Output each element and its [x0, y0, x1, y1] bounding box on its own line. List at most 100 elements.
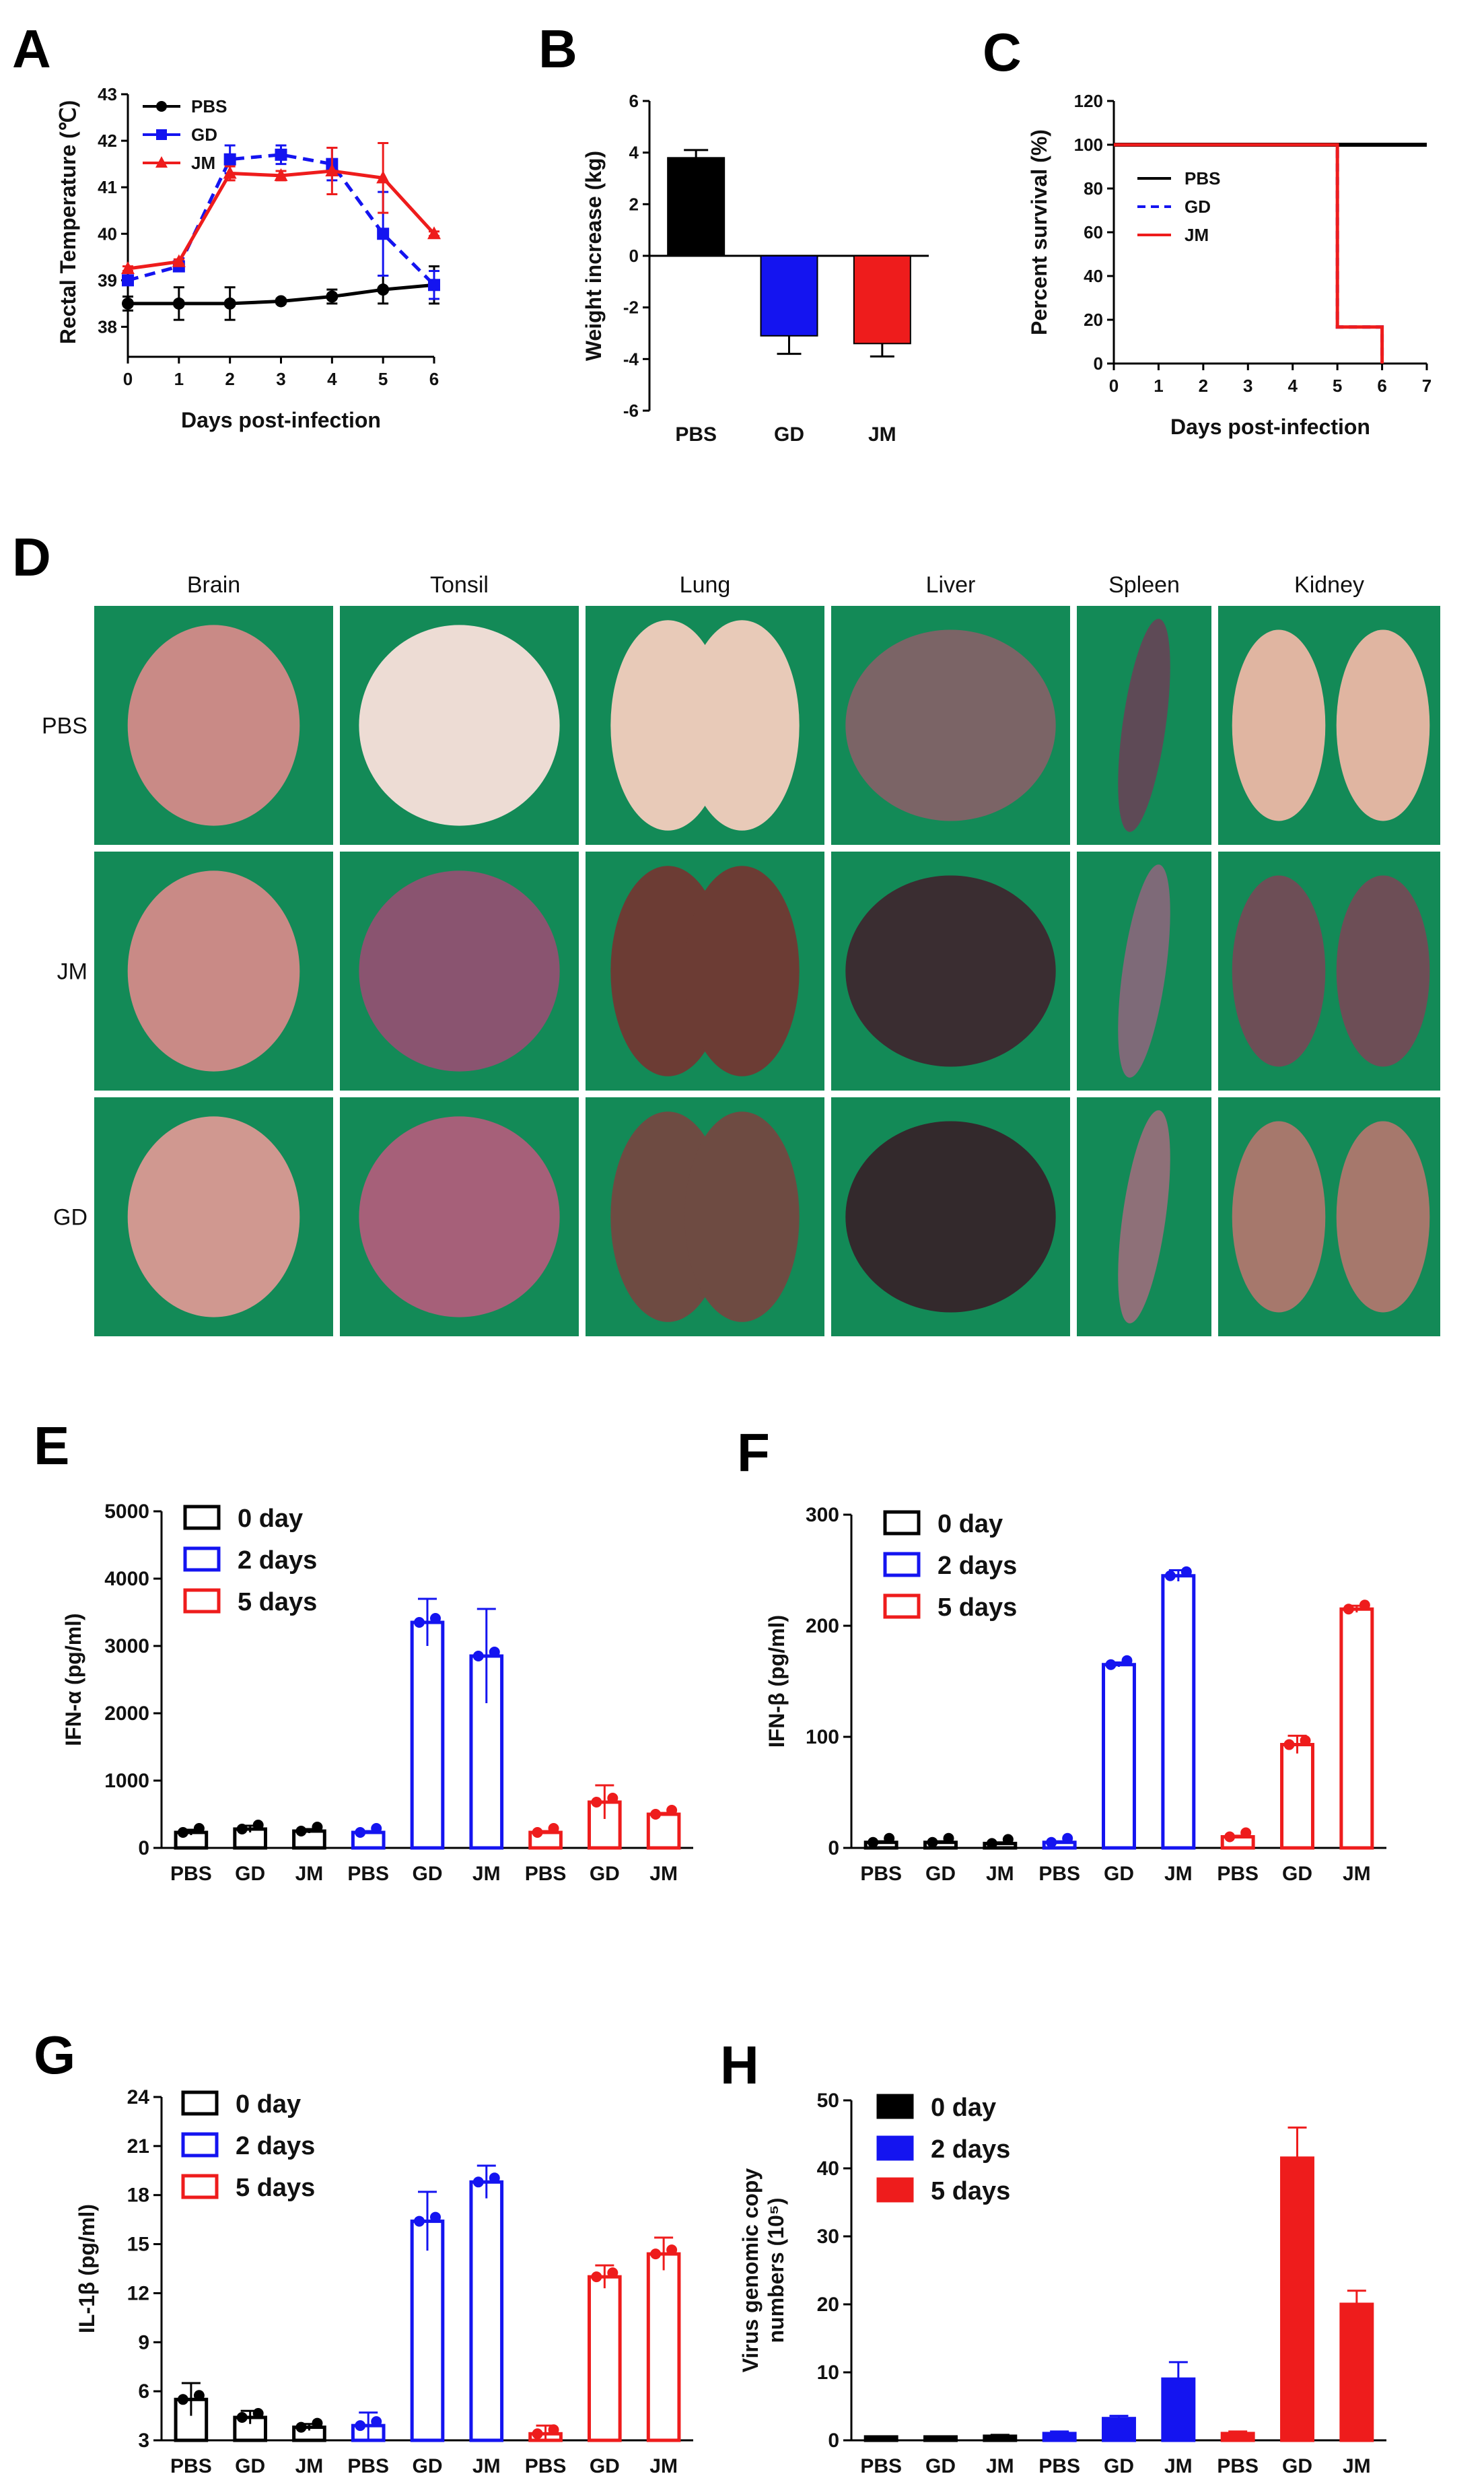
data-point [295, 2421, 307, 2433]
data-point [177, 1827, 188, 1838]
organ-spleen-photo [1118, 864, 1170, 1078]
organ-lung-photo [684, 1111, 800, 1322]
y-axis-label: IL-1β (pg/ml) [75, 2204, 99, 2333]
y-tick-label: 3 [138, 2430, 149, 2452]
data-point [1046, 1836, 1057, 1848]
y-tick-label: 0 [828, 1837, 839, 1859]
data-point [548, 1823, 559, 1834]
y-tick-label: 6 [629, 91, 639, 111]
panel-d-letter: D [12, 527, 51, 587]
organ-kidney-photo [1232, 875, 1326, 1067]
x-tick-label: GD [413, 1863, 443, 1885]
organ-kidney-photo [1232, 1121, 1326, 1313]
y-tick-label: 12 [127, 2282, 149, 2304]
y-tick-label: 0 [828, 2430, 839, 2452]
y-axis-label: Virus genomic copy [738, 2168, 763, 2373]
data-point [650, 2248, 662, 2260]
chart-a-rectal-temperature: 38 39 40 41 42 43 0 1 2 3 4 5 6 Days post-infection Re… [56, 84, 441, 432]
data-point-jm [121, 261, 135, 275]
y-axis-label: IFN-α (pg/ml) [61, 1613, 85, 1746]
data-point-gd [428, 279, 440, 291]
y-tick-label: 4 [629, 143, 639, 163]
y-tick-label: 41 [98, 177, 117, 197]
legend-swatch [183, 1588, 221, 1614]
legend-label: GD [1185, 197, 1211, 217]
x-tick-label: JM [472, 1863, 501, 1885]
data-point-gd [377, 228, 390, 240]
x-tick-label: 2 [1199, 376, 1208, 396]
data-point [986, 1838, 997, 1849]
bar-gd-2-days [1102, 2417, 1136, 2442]
y-tick-label: 40 [817, 2158, 839, 2180]
data-point [650, 1809, 662, 1820]
x-tick-label: PBS [860, 2455, 902, 2476]
data-point [607, 2267, 619, 2279]
y-tick-label: 100 [806, 1726, 839, 1748]
data-point [1002, 1834, 1014, 1845]
data-point [1359, 1600, 1370, 1611]
data-point [489, 2172, 500, 2184]
chart-h-virus-copies: 0 10 20 30 40 50 Virus genomic copy numbers (10… [738, 2090, 1386, 2476]
y-tick-label: -4 [623, 349, 639, 369]
bar-jm-5-days [1339, 2302, 1374, 2442]
y-tick-label: 15 [127, 2234, 149, 2256]
organ-tonsil-photo [359, 1116, 560, 1317]
organ-liver-photo [845, 629, 1056, 821]
data-point [1224, 1831, 1236, 1843]
legend-label: 2 days [931, 2135, 1010, 2164]
y-tick-label: 300 [806, 1504, 839, 1526]
x-tick-label: GD [925, 2455, 956, 2476]
data-point [591, 1797, 602, 1808]
organ-column-label: Kidney [1294, 572, 1364, 598]
legend-label: 5 days [931, 2177, 1010, 2205]
legend-label: 0 day [938, 1510, 1003, 1538]
legend-label: 2 days [938, 1552, 1017, 1580]
organ-kidney-photo [1336, 629, 1430, 821]
legend-label: JM [1185, 225, 1209, 245]
data-point [472, 1651, 484, 1661]
chart-e-ifn-alpha: 0 1000 2000 3000 4000 5000 IFN-α (pg/ml) PBS GD J… [61, 1501, 693, 1885]
data-point-pbs [326, 290, 339, 303]
y-tick-label: 20 [1084, 310, 1103, 330]
data-point-pbs [275, 295, 287, 308]
bar-gd-2-days [410, 1620, 445, 1850]
data-point [236, 1824, 248, 1834]
x-tick-label: PBS [1217, 2455, 1259, 2476]
bar-jm-5-days [646, 2252, 681, 2442]
data-point-jm [223, 166, 237, 179]
x-tick-label: GD [235, 1863, 265, 1885]
bar-jm [853, 255, 911, 345]
legend-label: 5 days [238, 1588, 317, 1616]
x-tick-label: 3 [1243, 376, 1252, 396]
organ-photo-grid: Brain Tonsil Lung Liver Spleen Kidney PBS JM GD [42, 572, 1440, 1336]
x-tick-label: PBS [1217, 1863, 1259, 1885]
legend-swatch [876, 2094, 914, 2119]
legend-swatch [181, 2090, 219, 2116]
x-tick-label: GD [1104, 2455, 1134, 2476]
organ-liver-photo [845, 1121, 1056, 1313]
data-point-gd [275, 148, 287, 161]
organ-column-label: Brain [187, 572, 240, 598]
x-tick-label: GD [774, 423, 804, 446]
organ-kidney-photo [1336, 1121, 1430, 1313]
panel-c-letter: C [983, 22, 1022, 82]
x-tick-label: 5 [1333, 376, 1342, 396]
legend-swatch [883, 1593, 921, 1619]
legend-swatch [883, 1552, 921, 1577]
organ-liver-photo [845, 875, 1056, 1067]
data-point [252, 2408, 264, 2419]
legend-label: PBS [191, 96, 227, 116]
bar-gd [760, 255, 818, 337]
legend-label: JM [191, 153, 215, 173]
organ-brain-photo [127, 1116, 300, 1317]
legend-swatch [181, 2174, 219, 2199]
data-point-jm [274, 168, 288, 181]
y-tick-label: 24 [127, 2086, 150, 2108]
x-tick-label: GD [1282, 2455, 1312, 2476]
x-tick-label: PBS [1038, 1863, 1080, 1885]
x-tick-label: PBS [347, 1863, 389, 1885]
x-tick-label: JM [295, 1863, 324, 1885]
organ-tonsil-photo [359, 870, 560, 1072]
legend-swatch [883, 1510, 921, 1536]
y-tick-label: 50 [817, 2090, 839, 2112]
